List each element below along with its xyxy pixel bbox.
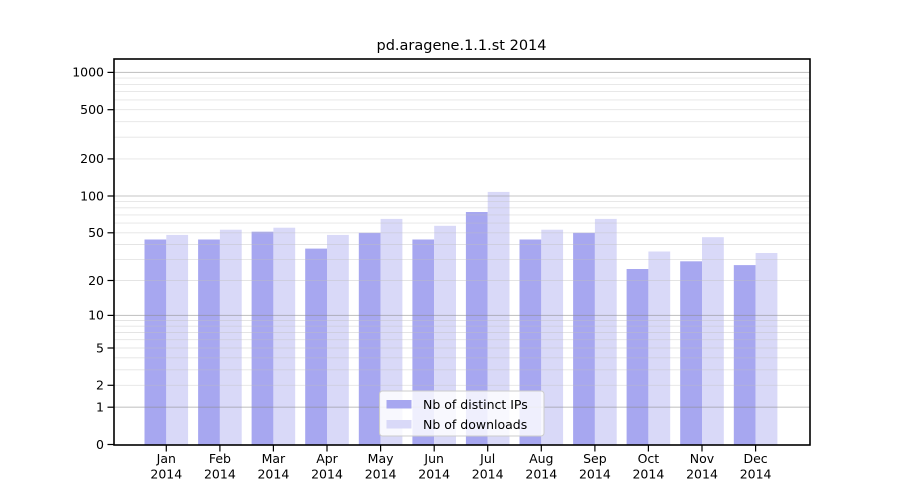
bar-downloads-nov xyxy=(702,237,724,445)
bar-distinct-ips-jan xyxy=(144,239,167,445)
x-tick-label-year: 2014 xyxy=(740,467,772,482)
bar-distinct-ips-dec xyxy=(733,265,756,445)
x-tick-label-month: Aug xyxy=(529,451,553,466)
bar-distinct-ips-apr xyxy=(305,248,327,445)
x-tick-label-month: Apr xyxy=(316,451,338,466)
x-tick-label-year: 2014 xyxy=(365,467,397,482)
y-tick-label: 1 xyxy=(96,400,104,415)
x-tick-label-month: May xyxy=(368,451,394,466)
bar-downloads-may xyxy=(380,218,403,445)
bar-downloads-jun xyxy=(434,225,456,445)
legend-label-downloads: Nb of downloads xyxy=(423,417,527,432)
bar-downloads-oct xyxy=(648,251,671,445)
x-tick-label-month: Dec xyxy=(743,451,767,466)
x-tick-label-month: Jan xyxy=(156,451,176,466)
y-tick-label: 2 xyxy=(96,378,104,393)
bar-downloads-dec xyxy=(755,253,778,445)
bars-layer xyxy=(144,191,778,445)
bar-distinct-ips-oct xyxy=(626,269,649,445)
y-tick-label: 1000 xyxy=(72,65,104,80)
bar-distinct-ips-nov xyxy=(680,261,702,445)
x-tick-label-year: 2014 xyxy=(579,467,611,482)
bar-downloads-sep xyxy=(594,218,617,445)
x-tick-label-year: 2014 xyxy=(472,467,504,482)
bar-downloads-feb xyxy=(219,229,242,445)
legend-swatch-distinct-ips-icon xyxy=(386,400,412,409)
x-tick-label-year: 2014 xyxy=(418,467,450,482)
y-tick-label: 100 xyxy=(80,188,104,203)
y-tick-label: 10 xyxy=(88,308,104,323)
legend-swatch-downloads-icon xyxy=(386,420,412,429)
x-tick-label-year: 2014 xyxy=(150,467,182,482)
bar-distinct-ips-sep xyxy=(573,232,595,445)
legend: Nb of distinct IPs Nb of downloads xyxy=(379,390,545,437)
bar-downloads-mar xyxy=(273,227,296,445)
plot-frame xyxy=(113,58,811,446)
y-tick-label: 20 xyxy=(88,273,104,288)
x-tick-label-year: 2014 xyxy=(257,467,289,482)
x-axis: Jan2014Feb2014Mar2014Apr2014May2014Jun20… xyxy=(150,445,772,482)
chart-title: pd.aragene.1.1.st 2014 xyxy=(376,38,546,54)
x-tick-label-month: Nov xyxy=(690,451,715,466)
x-tick-label-year: 2014 xyxy=(525,467,557,482)
x-tick-label-year: 2014 xyxy=(632,467,664,482)
legend-label-distinct-ips: Nb of distinct IPs xyxy=(423,397,528,412)
y-tick-label: 50 xyxy=(88,225,104,240)
bar-distinct-ips-mar xyxy=(251,231,274,445)
x-tick-label-year: 2014 xyxy=(204,467,236,482)
y-tick-label: 0 xyxy=(96,437,104,452)
x-tick-label-month: Oct xyxy=(638,451,660,466)
bar-downloads-jul xyxy=(487,191,510,445)
legend-box xyxy=(379,390,545,437)
bar-downloads-jan xyxy=(166,234,189,445)
bar-distinct-ips-jul xyxy=(465,212,488,445)
bar-distinct-ips-feb xyxy=(198,239,220,445)
bar-distinct-ips-may xyxy=(358,232,381,445)
y-tick-label: 200 xyxy=(80,151,104,166)
y-tick-label: 5 xyxy=(96,340,104,355)
bar-downloads-aug xyxy=(541,229,564,445)
y-axis: 0 1 2 5 10 20 50 100 200 500 1000 xyxy=(72,65,114,452)
x-tick-label-month: Mar xyxy=(262,451,286,466)
x-tick-label-month: Sep xyxy=(583,451,607,466)
x-tick-label-year: 2014 xyxy=(686,467,718,482)
x-tick-label-month: Jul xyxy=(479,451,495,466)
y-tick-label: 500 xyxy=(80,102,104,117)
x-tick-label-month: Feb xyxy=(209,451,231,466)
x-tick-label-month: Jun xyxy=(423,451,444,466)
grid-layer xyxy=(114,71,810,408)
bar-downloads-apr xyxy=(327,234,349,445)
x-tick-label-year: 2014 xyxy=(311,467,343,482)
